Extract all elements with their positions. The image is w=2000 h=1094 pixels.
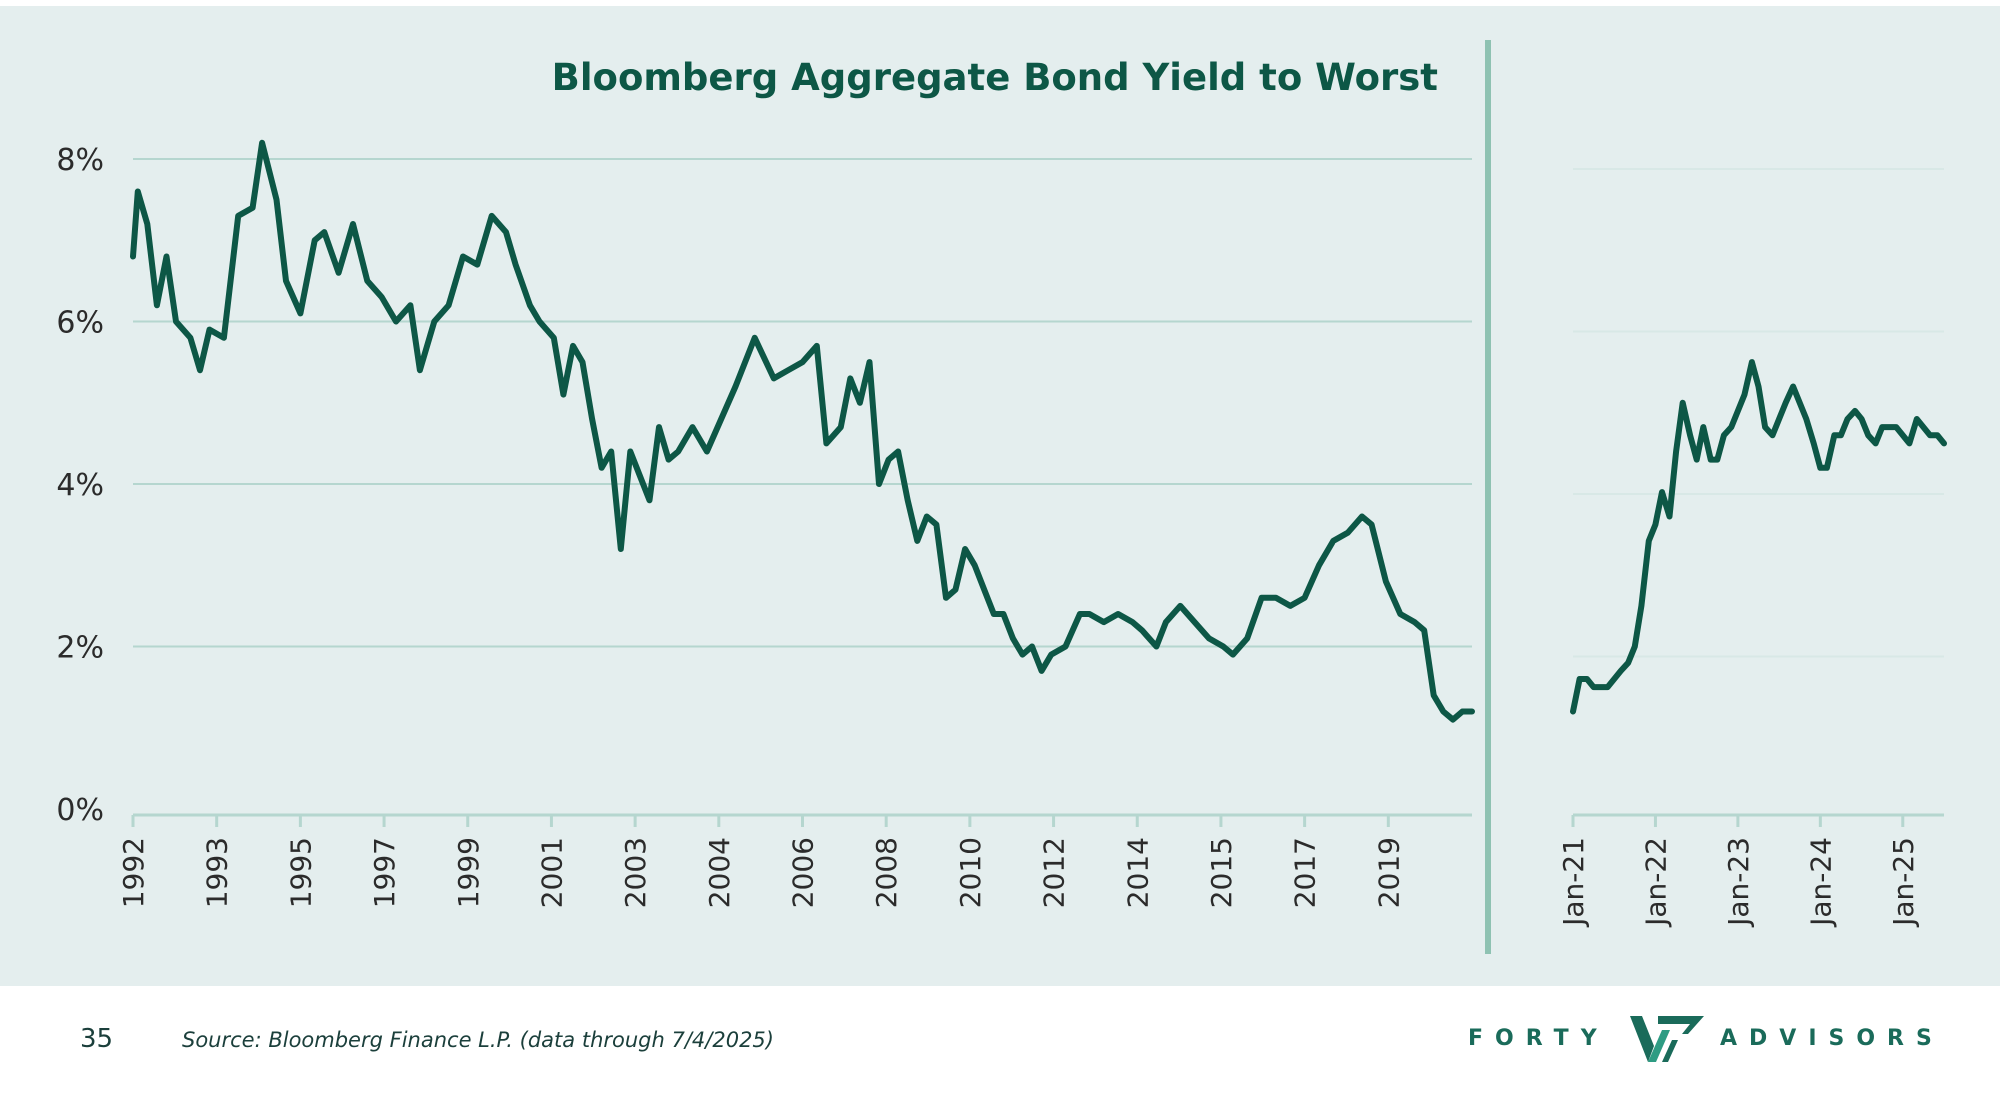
source-note: Source: Bloomberg Finance L.P. (data thr…: [182, 1028, 774, 1052]
logo-word-forty: FORTY: [1468, 1026, 1609, 1051]
y-tick-label: 0%: [56, 793, 104, 828]
x-tick-label: 2014: [1121, 837, 1154, 908]
x-tick-label: 2012: [1038, 837, 1071, 908]
x-tick-label: 2010: [954, 837, 987, 908]
page-number: 35: [80, 1024, 114, 1054]
left-x-axis: [131, 813, 1472, 827]
left-x-tick-labels: 1992 1993 1995 1997 1999 2001 2003 2004 2006 2008…: [117, 837, 1405, 908]
forty-w-mark-icon: [1630, 1016, 1704, 1062]
x-tick-label: 1997: [368, 837, 401, 908]
y-tick-label: 4%: [56, 468, 104, 503]
x-tick-label: 1992: [117, 837, 150, 908]
x-tick-label: 2008: [870, 837, 903, 908]
x-tick-label: 2001: [535, 837, 568, 908]
forty-advisors-logo: FORTY ADVISORS: [1460, 1010, 1980, 1066]
x-tick-label: 2004: [703, 837, 736, 908]
x-tick-label: Jan-22: [1639, 837, 1672, 928]
left-gridlines: [133, 158, 1472, 648]
x-tick-label: 1995: [284, 837, 317, 908]
right-x-axis: [1571, 813, 1944, 827]
right-series-line: [1570, 359, 1947, 715]
x-tick-label: 2019: [1372, 837, 1405, 908]
right-gridlines: [1573, 168, 1944, 658]
y-tick-label: 2%: [56, 631, 104, 666]
x-tick-label: 2003: [619, 837, 652, 908]
x-tick-label: 2015: [1205, 837, 1238, 908]
x-tick-label: Jan-24: [1804, 837, 1837, 928]
x-tick-label: Jan-21: [1557, 837, 1590, 928]
right-x-tick-labels: Jan-21 Jan-22 Jan-23 Jan-24 Jan-25: [1557, 837, 1920, 928]
x-tick-label: Jan-25: [1887, 837, 1920, 928]
left-y-tick-labels: 0% 2% 4% 6% 8%: [56, 143, 104, 828]
x-tick-label: 1993: [201, 837, 234, 908]
x-tick-label: 1999: [452, 837, 485, 908]
y-tick-label: 8%: [56, 143, 104, 178]
logo-word-advisors: ADVISORS: [1720, 1026, 1944, 1051]
y-tick-label: 6%: [56, 306, 104, 341]
chart-panel: Bloomberg Aggregate Bond Yield to Worst …: [0, 6, 2000, 986]
x-tick-label: 2017: [1289, 837, 1322, 908]
chart-canvas: Bloomberg Aggregate Bond Yield to Worst …: [56, 40, 1947, 954]
chart-title: Bloomberg Aggregate Bond Yield to Worst: [552, 56, 1438, 99]
x-tick-label: 2006: [787, 837, 820, 908]
left-series-line: [130, 139, 1475, 723]
x-tick-label: Jan-23: [1722, 837, 1755, 928]
